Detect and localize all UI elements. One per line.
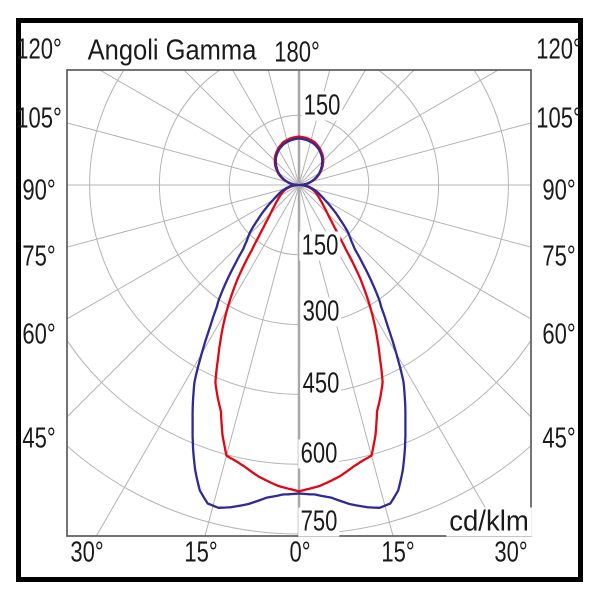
angle-label-left-90: 90° xyxy=(22,174,56,207)
page-title: Angoli Gamma xyxy=(87,34,257,67)
ring-label-300: 300 xyxy=(300,297,342,327)
angle-label-bottom-15R: 15° xyxy=(381,536,415,569)
grid-ray-30 xyxy=(298,184,503,536)
angle-label-left-45: 45° xyxy=(22,422,56,455)
grid-ray-195 xyxy=(267,70,300,186)
angle-label-bottom-15L: 15° xyxy=(184,536,218,569)
angle-label-right-75: 75° xyxy=(542,240,576,273)
grid-ray-330 xyxy=(95,184,300,536)
curve-blue xyxy=(191,137,407,509)
angle-label-bottom-0: 0° xyxy=(289,536,311,569)
grid-ray-135 xyxy=(298,70,415,186)
grid-ray-45 xyxy=(298,184,531,418)
ring-label-150-upper: 150 xyxy=(301,91,343,121)
curve-layer xyxy=(191,135,407,509)
grid-ray-315 xyxy=(67,184,300,418)
angle-label-bottom-30L: 30° xyxy=(70,536,104,569)
grid-ray-150 xyxy=(298,70,366,186)
angle-label-right-90: 90° xyxy=(542,174,576,207)
angle-label-left-105: 105° xyxy=(16,102,62,135)
grid-ray-165 xyxy=(298,70,331,186)
unit-label: cd/klm xyxy=(446,507,532,537)
angle-label-left-75: 75° xyxy=(22,240,56,273)
grid-ray-240 xyxy=(98,70,300,186)
ring-label-750: 750 xyxy=(298,507,340,537)
angle-label-right-105: 105° xyxy=(536,102,582,135)
grid-ray-210 xyxy=(232,70,300,186)
grid-ray-255 xyxy=(67,122,300,186)
angle-label-bottom-30R: 30° xyxy=(494,536,528,569)
grid-ray-345 xyxy=(204,184,300,536)
angle-label-right-45: 45° xyxy=(542,422,576,455)
grid-ray-285 xyxy=(67,184,300,248)
grid-ray-300 xyxy=(67,184,300,320)
angle-label-top-180: 180° xyxy=(274,36,320,69)
grid-ray-60 xyxy=(298,184,531,320)
angle-label-right-60: 60° xyxy=(542,318,576,351)
grid-ray-225 xyxy=(183,70,300,186)
ring-label-600: 600 xyxy=(298,439,340,469)
grid-ray-105 xyxy=(298,122,531,186)
angle-label-left-120: 120° xyxy=(16,33,62,66)
grid-ray-75 xyxy=(298,184,531,248)
ring-label-150: 150 xyxy=(299,231,341,261)
grid-ray-120 xyxy=(298,70,500,186)
ring-label-450: 450 xyxy=(300,369,342,399)
angle-label-right-120: 120° xyxy=(536,33,582,66)
angle-label-left-60: 60° xyxy=(22,318,56,351)
